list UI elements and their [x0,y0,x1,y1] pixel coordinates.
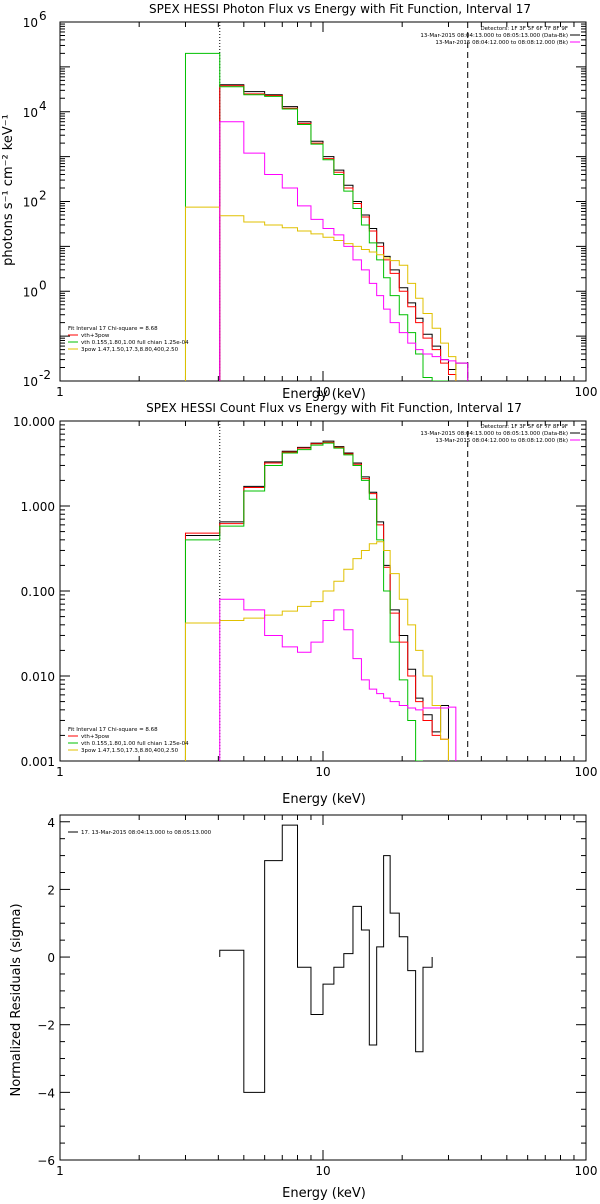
residuals-x-tick-label: 1 [56,1164,64,1178]
count-flux-x-tick-label: 100 [575,765,598,779]
residuals-x-tick-label: 100 [575,1164,598,1178]
photon-flux-title: SPEX HESSI Photon Flux vs Energy with Fi… [149,2,531,16]
residuals-ylabel: Normalized Residuals (sigma) [9,903,24,1096]
count-flux-legend-left-header: Fit Interval 17 Chi-square = 8.68 [68,727,158,733]
count-flux-y-tick-label: 10.000 [13,415,55,429]
photon-flux-y-tick-label: 10 [23,106,38,120]
count-flux-xlabel: Energy (keV) [282,792,366,807]
photon-flux-legend-left-text: 3pow 1.47,1.50,17.3,8.80,400,2.50 [81,347,179,353]
photon-flux-legend-left-header: Fit Interval 17 Chi-square = 8.68 [68,326,158,332]
photon-flux-series-bk [219,121,469,381]
count-flux-y-tick-label: 0.001 [21,755,55,769]
photon-flux-legend-right-text: 13-Mar-2015 08:04:13.000 to 08:05:13.000… [420,33,568,39]
photon-flux-xlabel: Energy (keV) [282,387,366,402]
photon-flux-series-vth [184,52,449,381]
photon-flux-series-3pow [184,206,457,381]
photon-flux-y-tick-exponent: 4 [39,99,47,113]
count-flux-y-tick-label: 1.000 [21,500,55,514]
photon-flux-y-tick-label: 10 [23,375,38,389]
photon-flux-x-tick-label: 1 [56,385,64,399]
count-flux-x-tick-label: 10 [315,765,330,779]
count-flux-x-tick-label: 1 [56,765,64,779]
photon-flux-y-tick-exponent: -2 [39,368,51,382]
count-flux-series-3pow [184,541,449,761]
count-flux-legend-right-text: 13-Mar-2015 08:04:13.000 to 08:05:13.000… [420,431,568,437]
count-flux-series-vth [184,442,423,761]
residuals-y-tick-label: 0 [47,951,55,965]
photon-flux-y-tick-exponent: 2 [39,189,47,203]
residuals-series-17-13-mar-2015-08-04-13-000-to-08-05-13-000 [219,824,433,1093]
count-flux-legend-right-text: 13-Mar-2015 08:04:12.000 to 08:08:12.000… [435,438,568,444]
count-flux-legend-right-text: Detectors: 1F 3F 5F 6F 7F 8F 9F [480,424,568,430]
count-flux-panel: SPEX HESSI Count Flux vs Energy with Fit… [13,401,597,807]
count-flux-legend-left-text: vth+3pow [81,734,110,740]
residuals-legend-left-text: 17. 13-Mar-2015 08:04:13.000 to 08:05:13… [81,830,212,836]
count-flux-series-data-bk [184,440,449,761]
photon-flux-series-vth-3pow [219,85,457,381]
photon-flux-panel: SPEX HESSI Photon Flux vs Energy with Fi… [1,2,597,402]
residuals-y-tick-label: 4 [47,816,55,830]
count-flux-y-tick-label: 0.010 [21,670,55,684]
count-flux-y-tick-label: 0.100 [21,585,55,599]
residuals-y-tick-label: −2 [37,1019,55,1033]
photon-flux-legend-left-text: vth+3pow [81,333,110,339]
photon-flux-y-tick-exponent: 6 [39,9,47,23]
photon-flux-x-tick-label: 100 [575,385,598,399]
count-flux-title: SPEX HESSI Count Flux vs Energy with Fit… [146,401,522,415]
residuals-panel: Energy (keV) Normalized Residuals (sigma… [9,814,598,1201]
photon-flux-y-tick-exponent: 0 [39,278,47,292]
photon-flux-legend-right-text: 13-Mar-2015 08:04:12.000 to 08:08:12.000… [435,40,568,46]
photon-flux-legend-left-text: vth 0.155,1.80,1.00 full chian 1.25e-04 [81,340,189,346]
count-flux-series-bk [219,598,457,761]
photon-flux-series-data-bk [219,84,469,381]
photon-flux-y-tick-label: 10 [23,285,38,299]
photon-flux-y-tick-label: 10 [23,196,38,210]
photon-flux-y-tick-label: 10 [23,16,38,30]
residuals-x-tick-label: 10 [315,1164,330,1178]
residuals-xlabel: Energy (keV) [282,1186,366,1200]
count-flux-legend-left-text: 3pow 1.47,1.50,17.3,8.80,400,2.50 [81,748,179,754]
residuals-y-tick-label: 2 [47,883,55,897]
residuals-y-tick-label: −6 [37,1154,55,1168]
residuals-y-tick-label: −4 [37,1086,55,1100]
count-flux-legend-left-text: vth 0.155,1.80,1.00 full chian 1.25e-04 [81,741,189,747]
photon-flux-ylabel: photons s⁻¹ cm⁻² keV⁻¹ [1,114,16,266]
photon-flux-legend-right-text: Detectors: 1F 3F 5F 6F 7F 8F 9F [480,26,568,32]
photon-flux-x-tick-label: 10 [315,385,330,399]
